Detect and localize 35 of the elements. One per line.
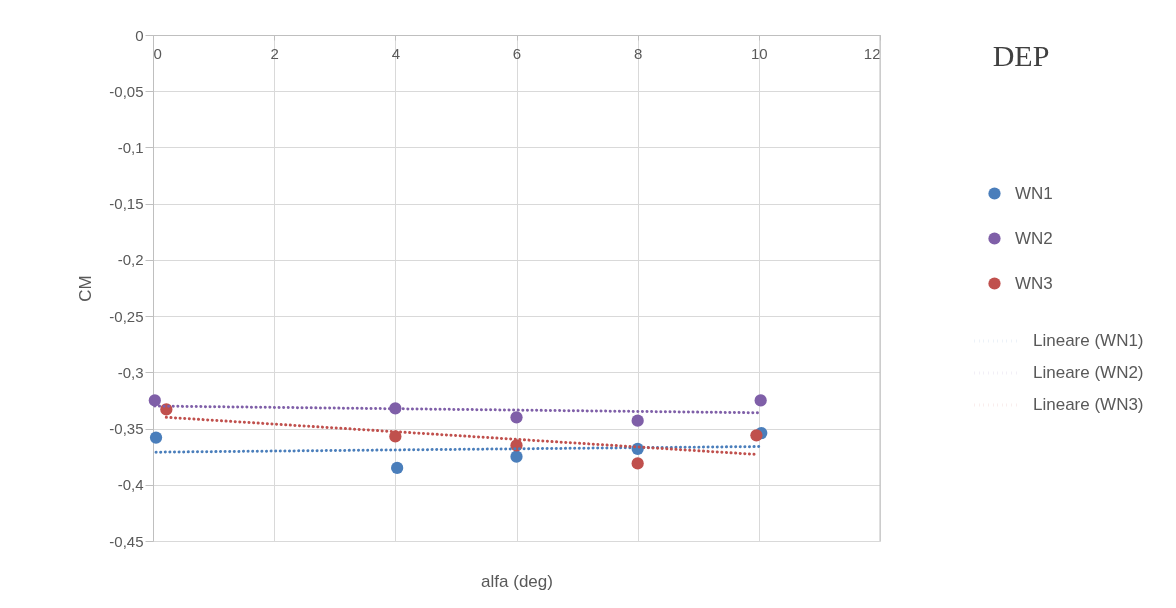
y-tick-label: -0,1 xyxy=(117,138,144,156)
legend-label: WN2 xyxy=(1015,228,1053,248)
x-tick-label: 0 xyxy=(153,44,162,62)
x-axis-title: alfa (deg) xyxy=(481,571,553,591)
y-axis-title: CM xyxy=(76,275,96,302)
x-tick-label: 4 xyxy=(391,44,401,62)
y-tick-label: -0,15 xyxy=(109,195,144,213)
point xyxy=(631,457,644,470)
legend-label: WN1 xyxy=(1015,183,1053,203)
y-tick-label: 0 xyxy=(135,26,144,44)
point xyxy=(510,411,523,424)
y-tick-label: -0,3 xyxy=(117,363,144,381)
x-tick-label: 2 xyxy=(270,44,279,62)
x-tick-label: 8 xyxy=(633,44,643,62)
point xyxy=(754,394,767,407)
y-tick-label: -0,25 xyxy=(109,307,144,325)
y-tick-label: -0,45 xyxy=(109,532,144,550)
text: DEP xyxy=(992,39,1050,72)
point xyxy=(149,431,163,444)
legend-label: Lineare (WN3) xyxy=(1033,395,1144,414)
x-tick-label: 6 xyxy=(512,44,522,62)
legend-label: WN3 xyxy=(1015,273,1053,293)
legend-label: Lineare (WN1) xyxy=(1033,331,1144,350)
y-tick-label: -0,05 xyxy=(109,82,144,100)
point xyxy=(148,394,161,407)
x-tick-label: 10 xyxy=(750,44,768,62)
point xyxy=(391,461,404,475)
x-tick-label: 12 xyxy=(863,44,881,62)
y-tick-label: -0,2 xyxy=(117,251,144,269)
point xyxy=(750,429,763,442)
legend-label: Lineare (WN2) xyxy=(1033,363,1144,382)
y-tick-label: -0,35 xyxy=(109,420,144,438)
y-tick-label: -0,4 xyxy=(117,476,144,494)
point xyxy=(510,450,523,463)
point xyxy=(631,414,644,427)
